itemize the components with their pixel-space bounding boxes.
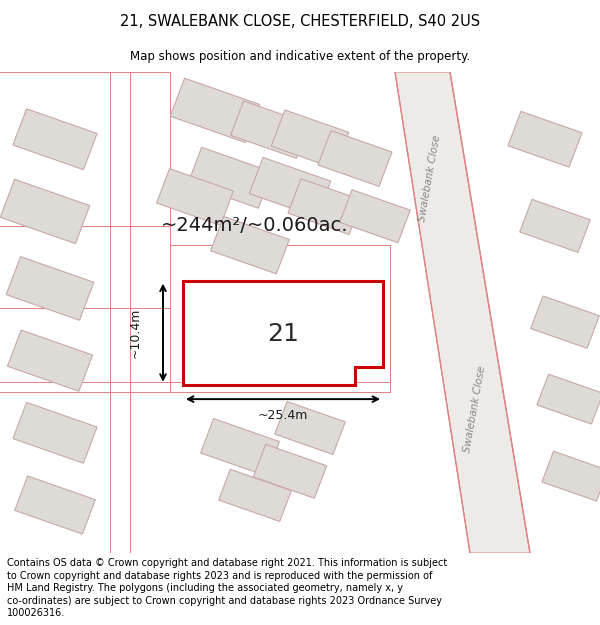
Polygon shape [200,419,280,476]
Polygon shape [288,179,362,234]
Text: Map shows position and indicative extent of the property.: Map shows position and indicative extent… [130,49,470,62]
Polygon shape [318,131,392,186]
Text: ~244m²/~0.060ac.: ~244m²/~0.060ac. [161,216,349,236]
Text: HM Land Registry. The polygons (including the associated geometry, namely x, y: HM Land Registry. The polygons (includin… [7,583,403,593]
Polygon shape [211,216,289,274]
Text: 21, SWALEBANK CLOSE, CHESTERFIELD, S40 2US: 21, SWALEBANK CLOSE, CHESTERFIELD, S40 2… [120,14,480,29]
Polygon shape [253,444,326,498]
Polygon shape [13,402,97,463]
Text: Swalebank Close: Swalebank Close [418,134,443,222]
Text: to Crown copyright and database rights 2023 and is reproduced with the permissio: to Crown copyright and database rights 2… [7,571,433,581]
Polygon shape [340,190,410,242]
Text: Swalebank Close: Swalebank Close [463,364,488,453]
Text: ~10.4m: ~10.4m [128,308,142,358]
Polygon shape [218,469,292,521]
Polygon shape [188,148,272,208]
Polygon shape [170,78,260,142]
Polygon shape [508,111,582,167]
Text: ~25.4m: ~25.4m [258,409,308,422]
Polygon shape [250,158,331,218]
Polygon shape [183,281,383,384]
Text: 100026316.: 100026316. [7,609,65,619]
Polygon shape [542,451,600,501]
Text: co-ordinates) are subject to Crown copyright and database rights 2023 Ordnance S: co-ordinates) are subject to Crown copyr… [7,596,442,606]
Polygon shape [537,374,600,424]
Polygon shape [275,401,345,454]
Polygon shape [7,330,92,391]
Polygon shape [395,72,530,553]
Polygon shape [14,476,95,534]
Polygon shape [0,179,90,244]
Polygon shape [530,296,599,348]
Polygon shape [13,109,97,169]
Text: Contains OS data © Crown copyright and database right 2021. This information is : Contains OS data © Crown copyright and d… [7,558,448,568]
Text: 21: 21 [267,322,299,346]
Polygon shape [230,101,310,158]
Polygon shape [271,110,349,169]
Polygon shape [157,169,233,226]
Polygon shape [6,257,94,320]
Polygon shape [223,301,343,366]
Polygon shape [520,199,590,252]
